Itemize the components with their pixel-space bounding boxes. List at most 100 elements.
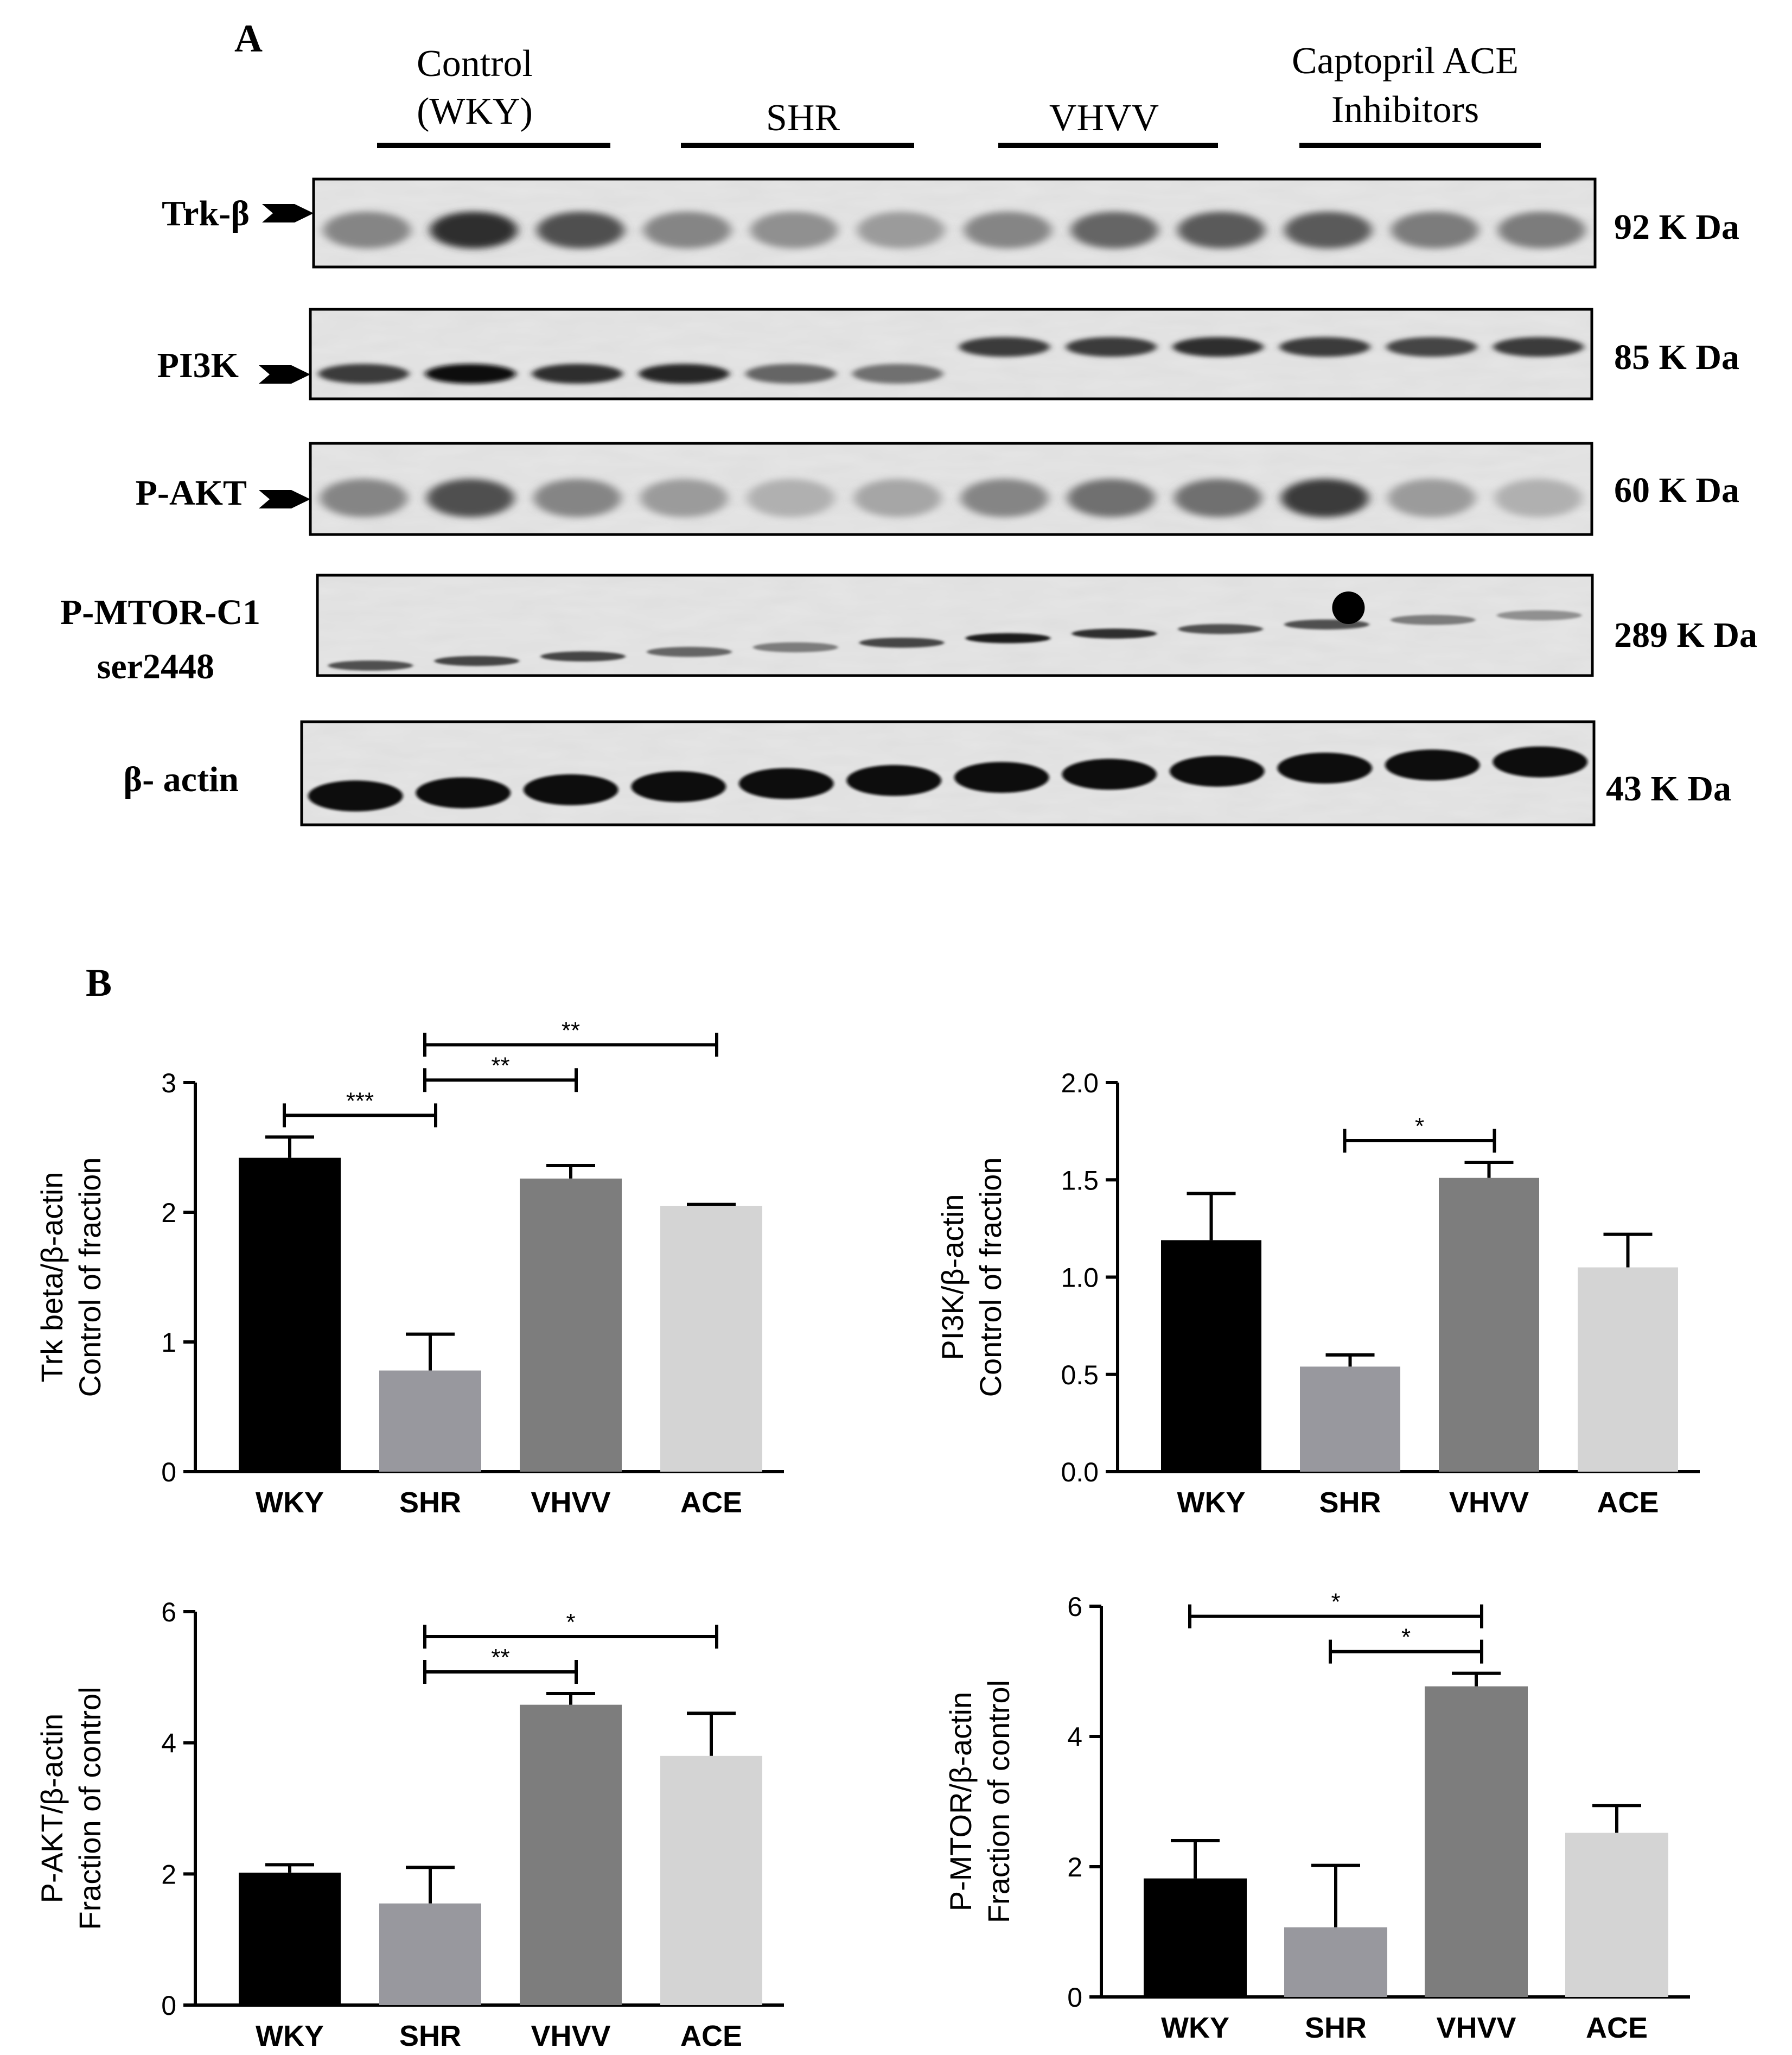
blot-band: [537, 211, 624, 249]
group-header: VHVV: [998, 97, 1218, 148]
bar: [660, 1755, 762, 2005]
y-tick-label: 1.5: [1061, 1165, 1099, 1195]
blot: P-MTOR-C1 ser2448 289 K Da: [60, 574, 1757, 686]
blot-band: [323, 211, 411, 249]
y-tick-label: 0: [161, 1457, 176, 1487]
blot-band: [540, 651, 626, 661]
significance-bracket: **: [423, 1644, 578, 1684]
significance-bracket: *: [423, 1609, 718, 1649]
y-tick-label: 0: [161, 1990, 176, 2021]
x-tick-label: WKY: [256, 2020, 324, 2052]
y-tick-label: 4: [161, 1728, 176, 1759]
significance-bracket: **: [423, 1052, 578, 1092]
molecular-weight-label: 92 K Da: [1614, 207, 1739, 247]
significance-label: **: [491, 1644, 509, 1671]
blot-band: [1494, 479, 1583, 518]
x-tick-label: ACE: [680, 1486, 742, 1519]
bar: [1425, 1686, 1528, 1997]
y-tick-label: 2: [1067, 1852, 1082, 1882]
y-tick-label: 2.0: [1061, 1068, 1099, 1098]
x-tick-label: ACE: [680, 2020, 742, 2052]
blot: P-AKT 60 K Da: [136, 442, 1739, 536]
x-tick-label: VHVV: [531, 1486, 610, 1519]
blot-band: [853, 479, 942, 518]
bar: [379, 1903, 481, 2005]
blot-band: [425, 364, 516, 384]
blot-band: [1178, 624, 1263, 634]
blot-band: [1493, 337, 1584, 357]
blot-label: ser2448: [97, 647, 214, 686]
y-tick-label: 6: [161, 1597, 176, 1627]
blot: Trk-β 92 K Da: [162, 177, 1739, 269]
y-tick-label: 3: [161, 1068, 176, 1098]
bar-chart: 0.0 0.5 1.0 1.5 2.0 PI3K/β-actin Control of fr…: [935, 1068, 1700, 1519]
blot-band: [859, 638, 945, 648]
bar: [379, 1370, 481, 1472]
molecular-weight-label: 43 K Da: [1606, 769, 1731, 809]
y-tick-label: 0.0: [1061, 1457, 1099, 1487]
bar: [1144, 1878, 1247, 1997]
blot-band: [1390, 615, 1476, 625]
bar: [1565, 1833, 1668, 1997]
y-axis-label: Control of fraction: [973, 1157, 1007, 1397]
blot-band: [639, 364, 730, 384]
blot-band: [523, 774, 618, 805]
blot-band: [750, 211, 838, 249]
significance-bracket: **: [423, 1017, 718, 1057]
group-header-label: VHVV: [1049, 97, 1159, 139]
x-tick-label: VHVV: [1436, 2012, 1516, 2044]
blot-band: [434, 656, 520, 666]
blot-band: [318, 364, 410, 384]
group-header: SHR: [681, 97, 914, 148]
blot-band: [320, 479, 408, 518]
blot-band: [960, 479, 1049, 518]
bar: [1300, 1366, 1400, 1472]
blot-band: [1062, 759, 1157, 790]
blot-band: [1172, 337, 1264, 357]
molecular-weight-label: 85 K Da: [1614, 338, 1739, 377]
bar: [520, 1704, 622, 2005]
blot-band: [328, 660, 413, 671]
western-blots: Trk-β 92 K Da PI3K 85 K Da P-AKT 60 K Da P-MTO…: [60, 177, 1757, 826]
y-tick-label: 0.5: [1061, 1360, 1099, 1390]
x-tick-label: WKY: [1177, 1486, 1246, 1519]
blot-band: [852, 364, 943, 384]
blot-band: [643, 211, 731, 249]
blot-band: [416, 777, 511, 809]
bar: [239, 1872, 341, 2005]
blot-band: [745, 364, 837, 384]
group-header-label: Control: [417, 43, 533, 85]
y-axis-label: PI3K/β-actin: [935, 1194, 970, 1360]
blot-band: [1066, 337, 1157, 357]
blot-band: [1281, 479, 1369, 518]
blot: PI3K 85 K Da: [157, 308, 1739, 400]
blot-band: [647, 647, 732, 657]
y-tick-label: 6: [1067, 1592, 1082, 1622]
blot-band: [1497, 211, 1586, 249]
blot-artifact: [1332, 591, 1365, 624]
blot-band: [954, 762, 1049, 793]
blot-band: [1177, 211, 1265, 249]
y-axis-label: Trk beta/β-actin: [35, 1172, 69, 1382]
blot-band: [1070, 211, 1158, 249]
significance-bracket: *: [1343, 1113, 1496, 1153]
x-tick-label: SHR: [399, 2020, 461, 2052]
blot-band: [631, 771, 726, 803]
blot-band: [738, 768, 834, 799]
blot-band: [1388, 479, 1476, 518]
blot-band: [1385, 749, 1480, 781]
blot-band: [640, 479, 728, 518]
blot-band: [1496, 610, 1582, 621]
significance-label: **: [562, 1017, 580, 1044]
blot-band: [1174, 479, 1262, 518]
x-tick-label: ACE: [1586, 2012, 1648, 2044]
y-axis-label: P-AKT/β-actin: [35, 1714, 69, 1904]
significance-label: ***: [346, 1087, 374, 1114]
y-tick-label: 1.0: [1061, 1263, 1099, 1293]
blot-band: [426, 479, 514, 518]
blot-band: [1493, 746, 1588, 778]
blot-band: [308, 780, 403, 812]
blot: β- actin 43 K Da: [123, 720, 1731, 826]
